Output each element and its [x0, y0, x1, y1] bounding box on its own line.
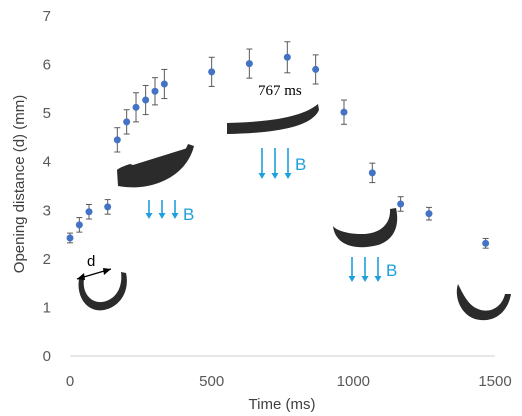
y-tick-label: 1	[43, 299, 51, 316]
x-tick-label: 500	[199, 373, 224, 390]
data-point	[245, 60, 253, 68]
field-arrow-head	[348, 276, 356, 282]
x-tick-label: 1500	[478, 373, 511, 390]
y-tick-label: 5	[43, 105, 51, 122]
data-point	[132, 103, 140, 111]
field-arrow-head	[258, 173, 266, 179]
x-tick-label: 0	[66, 373, 74, 390]
y-tick-label: 4	[43, 154, 51, 171]
field-arrow-head	[171, 213, 179, 219]
data-point	[208, 68, 216, 76]
field-arrow-head	[284, 173, 292, 179]
field-arrow-head	[158, 213, 166, 219]
shape-image-1	[78, 272, 127, 311]
distance-label: d	[87, 253, 95, 270]
data-point	[283, 53, 291, 61]
y-tick-label: 0	[43, 348, 51, 365]
y-tick-label: 7	[43, 8, 51, 25]
data-point	[397, 200, 405, 208]
shape-image-5	[456, 284, 511, 321]
data-point	[482, 239, 490, 247]
data-point	[368, 169, 376, 177]
field-label-3: B	[386, 261, 397, 280]
data-point	[113, 136, 121, 144]
data-point	[123, 118, 131, 126]
field-arrow-head	[361, 276, 369, 282]
data-point	[312, 65, 320, 73]
y-axis-title: Opening distance (d) (mm)	[11, 95, 28, 273]
y-tick-label: 2	[43, 251, 51, 268]
x-axis-title: Time (ms)	[249, 396, 316, 413]
distance-marker: d	[76, 253, 112, 280]
field-arrow-head	[374, 276, 382, 282]
data-point	[104, 203, 112, 211]
data-point	[142, 96, 150, 104]
shape-image-3	[227, 104, 319, 134]
field-label-2: B	[295, 155, 306, 174]
data-point	[340, 108, 348, 116]
time-annotation: 767 ms	[258, 83, 302, 99]
field-arrows	[145, 148, 382, 282]
data-point	[151, 87, 159, 95]
shape-image-4	[333, 208, 398, 248]
x-tick-labels: 0 500 1000 1500	[66, 373, 512, 390]
data-point	[425, 210, 433, 218]
data-point	[66, 234, 74, 242]
y-tick-label: 3	[43, 202, 51, 219]
data-point	[85, 208, 93, 216]
field-arrow-head	[271, 173, 279, 179]
data-point	[160, 80, 168, 88]
data-point	[75, 221, 83, 229]
x-tick-label: 1000	[337, 373, 370, 390]
data-series	[66, 41, 490, 249]
y-tick-label: 6	[43, 57, 51, 74]
y-tick-labels: 0 1 2 3 4 5 6 7	[43, 8, 51, 365]
field-arrow-head	[145, 213, 153, 219]
field-label-1: B	[183, 205, 194, 224]
shape-image-2	[117, 144, 194, 188]
